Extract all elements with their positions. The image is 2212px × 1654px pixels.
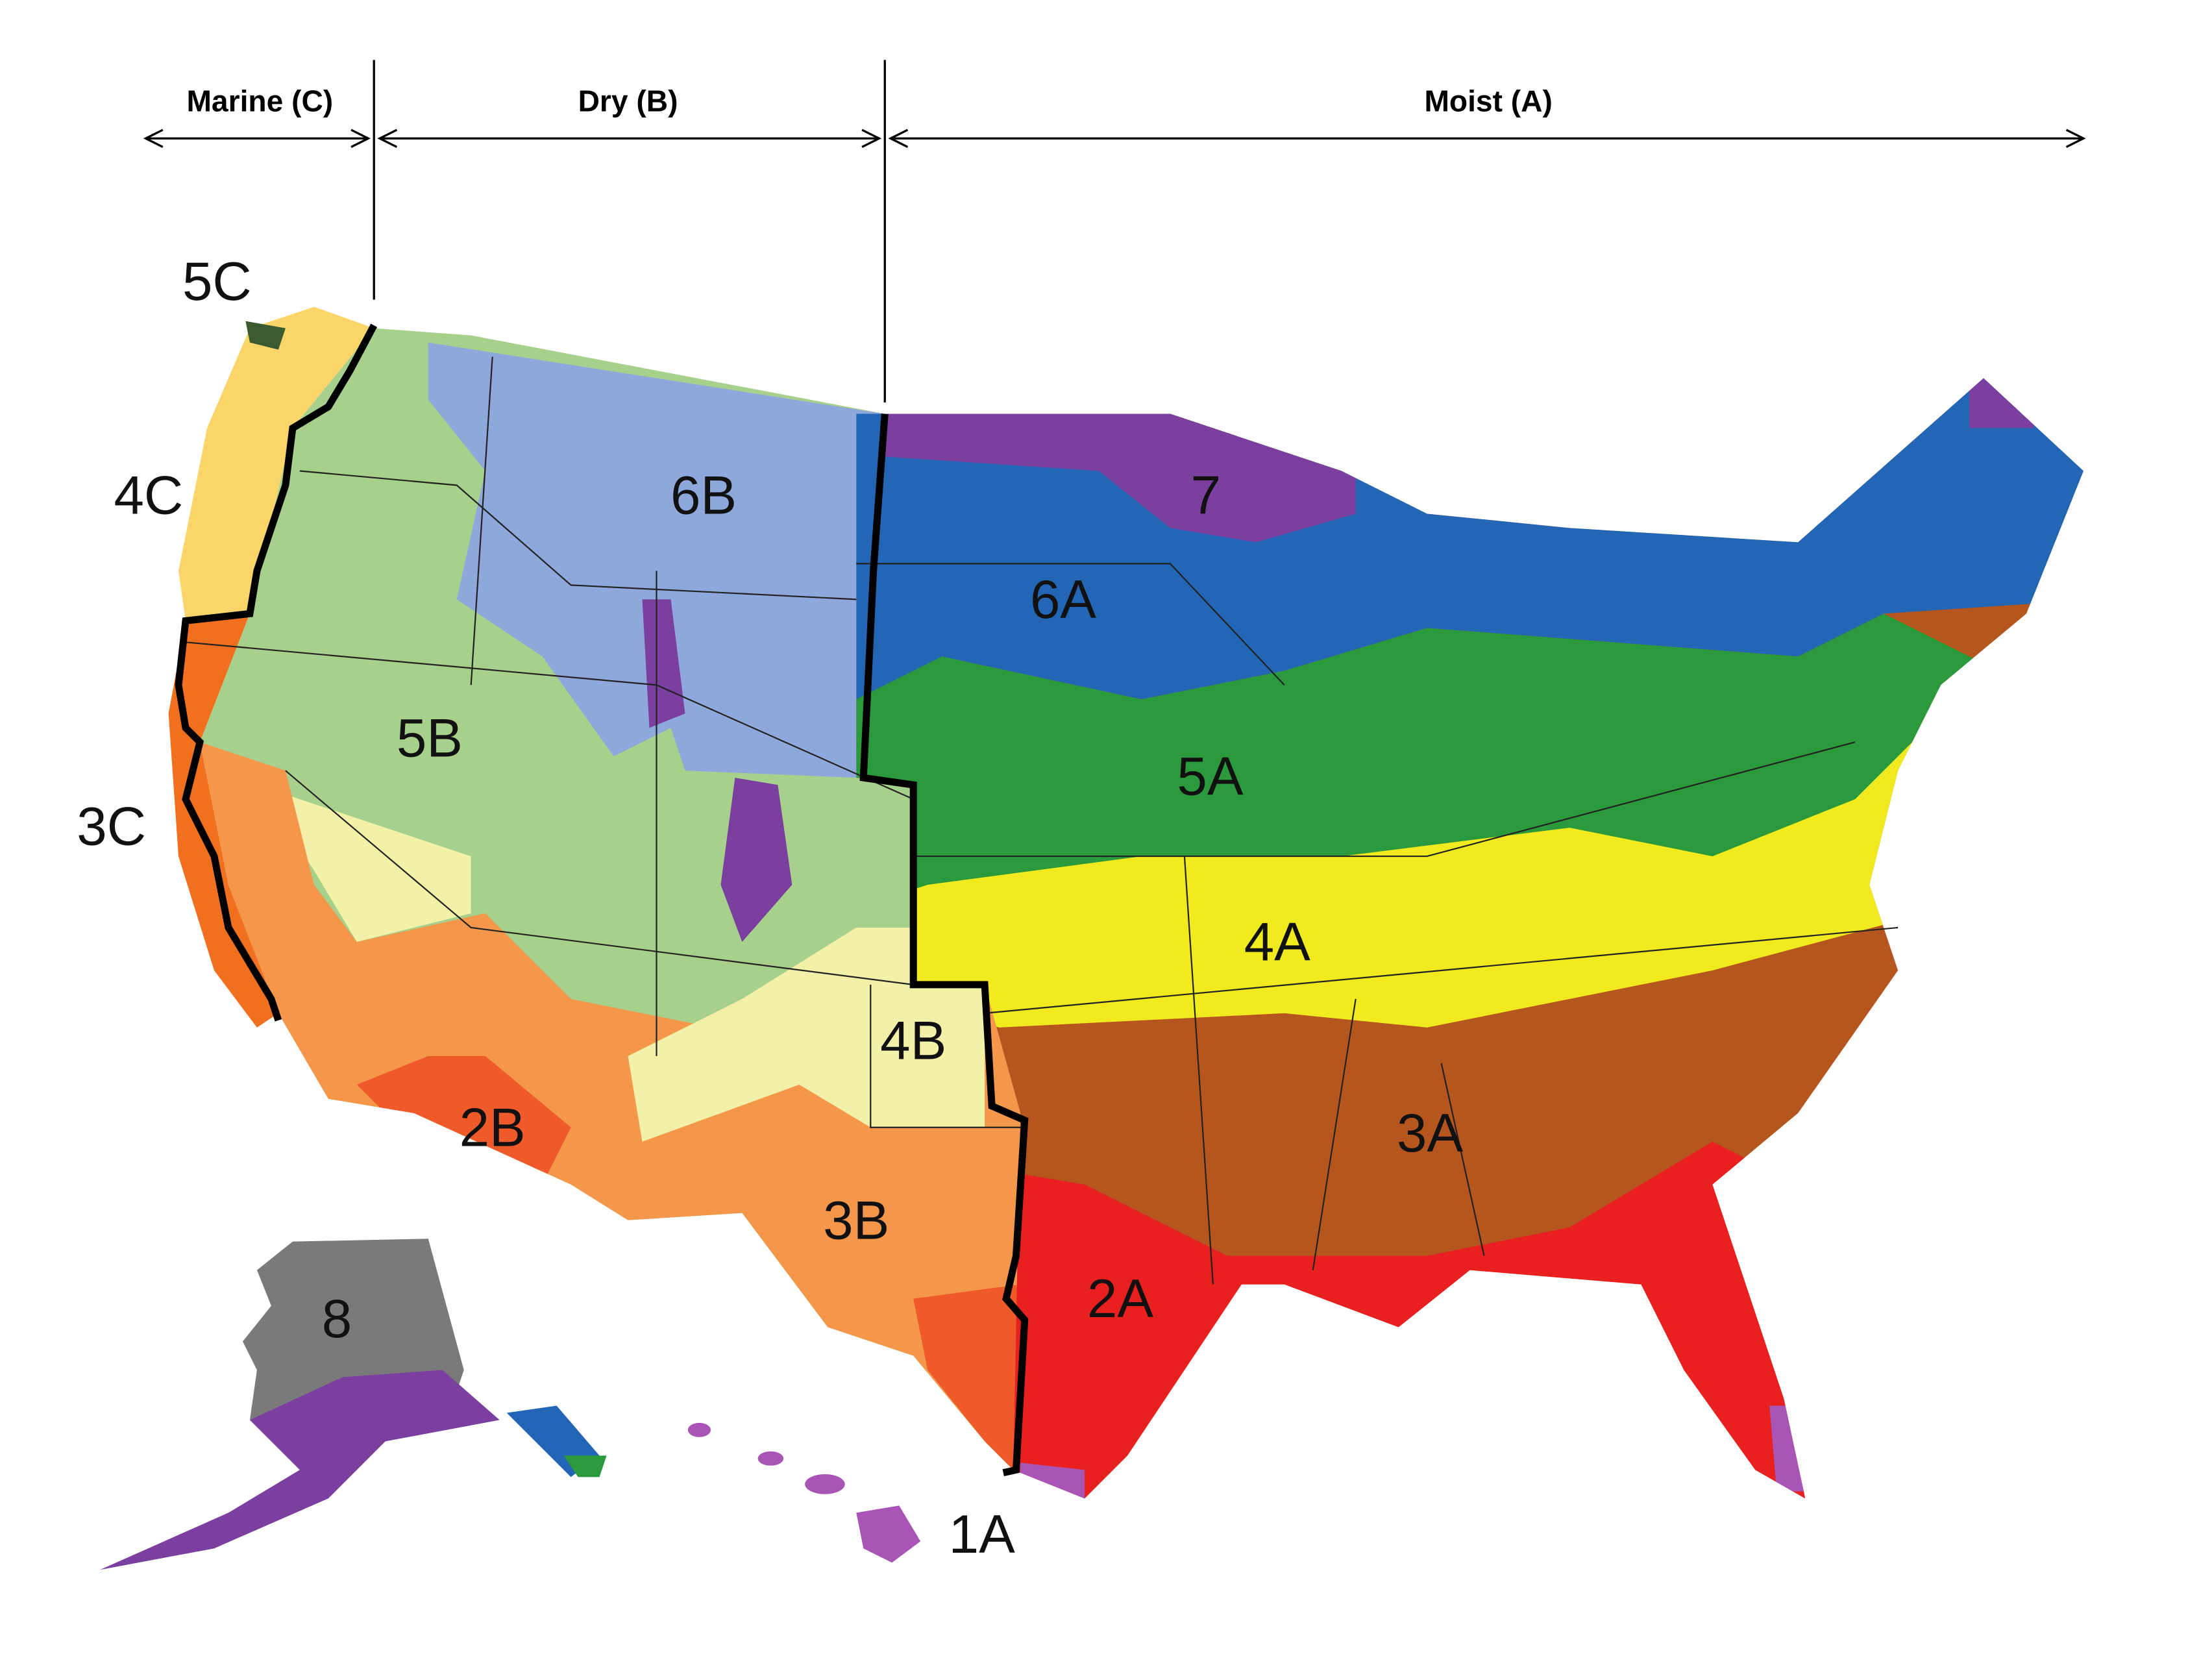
zone-label: 5B [397, 707, 463, 768]
zone-3c-region [168, 613, 278, 1028]
header-graphics [143, 60, 2086, 402]
zone-label: 4A [1244, 911, 1310, 972]
hawaii-island [687, 1422, 711, 1437]
regime-label: Dry (B) [578, 84, 678, 117]
moisture-boundary [175, 323, 378, 1022]
zone-label: 5A [1177, 746, 1243, 807]
zone-label: 7 [1191, 465, 1221, 526]
alaska-zone-5a [563, 1455, 607, 1477]
zone-2b-region [356, 1055, 571, 1185]
zone-7-west-region [642, 599, 685, 728]
zone-label: 4B [880, 1009, 946, 1070]
zone-6b-region [428, 342, 885, 778]
zone-label: 6B [670, 465, 737, 526]
hawaii-zone-1a [687, 1422, 921, 1563]
zone-7-west-region-2 [720, 778, 793, 942]
map-regions [100, 306, 2083, 1570]
zone-label: 6A [1030, 569, 1096, 630]
zone-5c-region [245, 321, 286, 350]
zone-label: 4C [114, 465, 183, 526]
zone-label: 3B [823, 1189, 889, 1250]
arrows [143, 129, 2086, 148]
zone-4c-region [178, 306, 375, 621]
zone-label: 3C [77, 796, 146, 857]
zone-label: 5C [182, 251, 252, 312]
zone-2b-texas-region [913, 1284, 1021, 1470]
zone-label: 8 [322, 1288, 352, 1349]
regime-label: Marine (C) [186, 84, 333, 117]
hawaii-island [856, 1505, 921, 1563]
hawaii-island [805, 1474, 845, 1494]
zone-5a-region [856, 613, 1998, 914]
zone-label: 2B [460, 1096, 526, 1157]
boundary-lines [185, 356, 1899, 1285]
zone-label: 1A [949, 1503, 1015, 1564]
moisture-boundary [859, 414, 1029, 1477]
zone-4b-pale-region [256, 785, 471, 942]
zone-label: 2A [1087, 1268, 1153, 1329]
regime-label: Moist (A) [1424, 84, 1552, 117]
hawaii-island [757, 1451, 784, 1466]
zone-1a-texas-region [1020, 1463, 1085, 1499]
zone-4b-region [628, 927, 985, 1142]
labels: Marine (C) Dry (B) Moist (A) 5C 4C 3C 6B 5B 4B 3B… [77, 84, 1553, 1564]
zone-label: 3A [1397, 1102, 1463, 1163]
alaska-zone-7 [100, 1370, 500, 1570]
zone-7-maine-region [1969, 378, 2041, 428]
